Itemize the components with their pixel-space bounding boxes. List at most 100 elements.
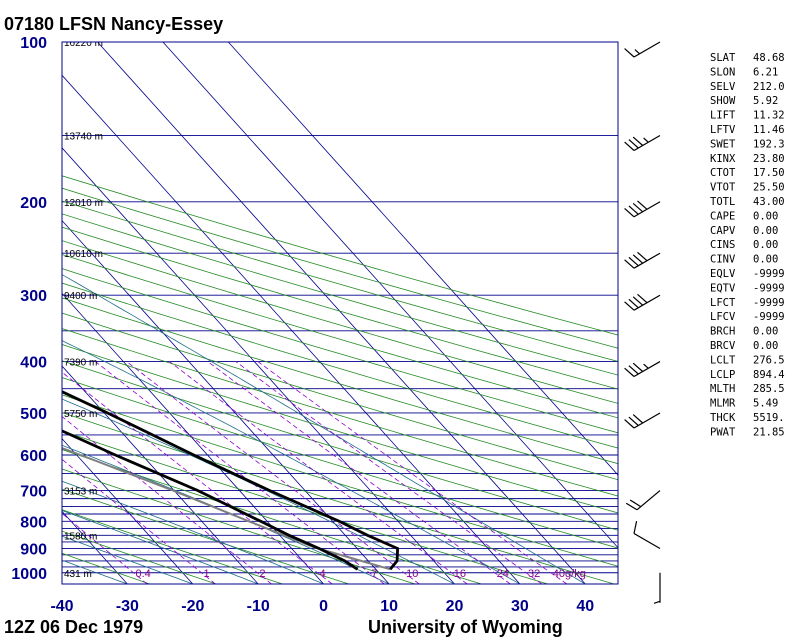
height-label: 10610 m <box>64 249 103 260</box>
temperature-tick-label: -40 <box>50 598 73 615</box>
dry-adiabat-line <box>62 552 150 584</box>
index-value: 0.00 <box>753 225 778 237</box>
index-name: MLTH <box>710 383 735 395</box>
mixing-ratio-label: 7 <box>371 568 377 580</box>
index-name: TOTL <box>710 196 735 208</box>
wind-barb <box>624 41 661 58</box>
dry-adiabat-line <box>62 344 618 514</box>
temperature-tick-label: -20 <box>181 598 204 615</box>
mixing-ratio-label: 2 <box>259 568 265 580</box>
index-value: -9999 <box>753 311 785 323</box>
index-name: BRCH <box>710 326 735 338</box>
plot-area: 16220 m 13740 m 12010 m 10610 m 9400 m 7390 m… <box>62 42 618 584</box>
moist-adiabat-line <box>62 444 390 584</box>
wind-barb <box>624 293 661 311</box>
index-value: 23.80 <box>753 153 785 165</box>
index-name: VTOT <box>710 182 736 194</box>
index-name: MLMR <box>710 398 736 410</box>
index-value: 5.92 <box>753 95 778 107</box>
index-value: 0.00 <box>753 239 778 251</box>
chart-title: 07180 LFSN Nancy-Essey <box>4 14 223 34</box>
index-name: BRCV <box>710 340 736 352</box>
mixing-ratio-label: 4 <box>320 568 326 580</box>
wind-barbs <box>624 41 661 604</box>
isobars <box>62 42 618 574</box>
isotherm-line <box>62 219 390 584</box>
pressure-tick-label: 700 <box>20 484 47 501</box>
sounding-profiles <box>62 390 400 571</box>
mixing-ratio-label: 32 <box>528 568 540 580</box>
isotherm-line <box>62 292 324 584</box>
plot-frame <box>61 41 619 585</box>
dry-adiabats <box>62 175 618 584</box>
index-value: 894.4 <box>753 369 785 381</box>
temperature-tick-label: 40 <box>576 598 594 615</box>
dry-adiabat-line <box>62 509 283 584</box>
moist-adiabats <box>62 274 586 584</box>
index-value: 21.85 <box>753 426 785 438</box>
pressure-tick-label: 1000 <box>11 566 47 583</box>
moist-adiabat-line <box>62 398 455 584</box>
index-name: KINX <box>710 153 736 165</box>
index-name: CINV <box>710 254 736 266</box>
pressure-axis: 100 200 300 400 500 600 700 800 900 1000 <box>11 35 47 583</box>
mixing-ratio-labels: 0.4 1 2 4 7 10 16 24 32 40g/kg <box>136 568 586 580</box>
pressure-tick-label: 600 <box>20 448 47 465</box>
dry-adiabat-line <box>62 200 618 362</box>
moist-adiabat-line <box>62 535 193 584</box>
pressure-tick-label: 800 <box>20 514 47 531</box>
mixing-ratio-label: 1 <box>204 568 210 580</box>
dry-adiabat-line <box>62 187 618 349</box>
index-name: LFCV <box>710 311 736 323</box>
dry-adiabat-line <box>62 240 618 404</box>
index-value: 25.50 <box>753 182 785 194</box>
moist-adiabat-line <box>62 510 259 584</box>
index-name: EQTV <box>710 282 736 294</box>
isotherm-line <box>162 42 618 549</box>
index-name: SLAT <box>710 52 736 64</box>
dry-adiabat-line <box>62 226 618 390</box>
dry-adiabat-line <box>62 297 618 465</box>
mixing-ratio-label: 10 <box>406 568 418 580</box>
dry-adiabat-line <box>62 530 217 584</box>
parcel-trace <box>62 447 391 571</box>
mixing-ratio-label: 0.4 <box>136 568 151 580</box>
dry-adiabat-line <box>62 328 618 497</box>
mixing-ratio-line <box>62 371 333 584</box>
index-value: 5519. <box>753 412 785 424</box>
temperature-tick-label: 20 <box>446 598 464 615</box>
temperature-tick-label: 10 <box>380 598 398 615</box>
observation-time: 12Z 06 Dec 1979 <box>4 617 143 637</box>
wind-barb <box>624 361 661 378</box>
temperature-tick-label: -10 <box>247 598 270 615</box>
index-value: -9999 <box>753 268 785 280</box>
dry-adiabat-line <box>62 175 618 336</box>
dewpoint-trace <box>62 429 359 571</box>
index-value: 5.49 <box>753 398 778 410</box>
dry-adiabat-line <box>62 254 618 419</box>
dry-adiabat-line <box>62 468 416 584</box>
index-name: CAPV <box>710 225 736 237</box>
index-name: CTOT <box>710 167 736 179</box>
dry-adiabat-line <box>62 430 548 584</box>
height-label: 1580 m <box>64 531 97 542</box>
index-name: LFTV <box>710 124 736 136</box>
height-label: 431 m <box>64 569 92 580</box>
index-name: LCLT <box>710 354 736 366</box>
height-label: 3153 m <box>64 487 97 498</box>
index-name: LFCT <box>710 297 736 309</box>
moist-adiabat-line <box>62 340 521 584</box>
index-value: 48.68 <box>753 52 785 64</box>
index-value: 0.00 <box>753 340 778 352</box>
dry-adiabat-line <box>62 412 615 584</box>
index-value: 43.00 <box>753 196 785 208</box>
height-label: 9400 m <box>64 291 97 302</box>
parcel-path <box>62 447 391 571</box>
mixing-ratio-label: 16 <box>454 568 466 580</box>
isotherms <box>62 42 618 584</box>
dry-adiabat-line <box>62 282 618 449</box>
wind-barb <box>624 412 661 429</box>
mixing-ratio-line <box>126 361 420 584</box>
pressure-tick-label: 200 <box>20 195 47 212</box>
moist-adiabat-line <box>62 480 324 584</box>
